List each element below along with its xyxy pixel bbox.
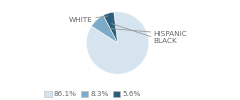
Text: HISPANIC: HISPANIC (104, 28, 187, 37)
Text: BLACK: BLACK (112, 24, 177, 44)
Text: WHITE: WHITE (69, 16, 108, 23)
Legend: 86.1%, 8.3%, 5.6%: 86.1%, 8.3%, 5.6% (42, 88, 144, 100)
Wedge shape (86, 12, 149, 74)
Wedge shape (91, 15, 118, 43)
Wedge shape (103, 12, 118, 43)
